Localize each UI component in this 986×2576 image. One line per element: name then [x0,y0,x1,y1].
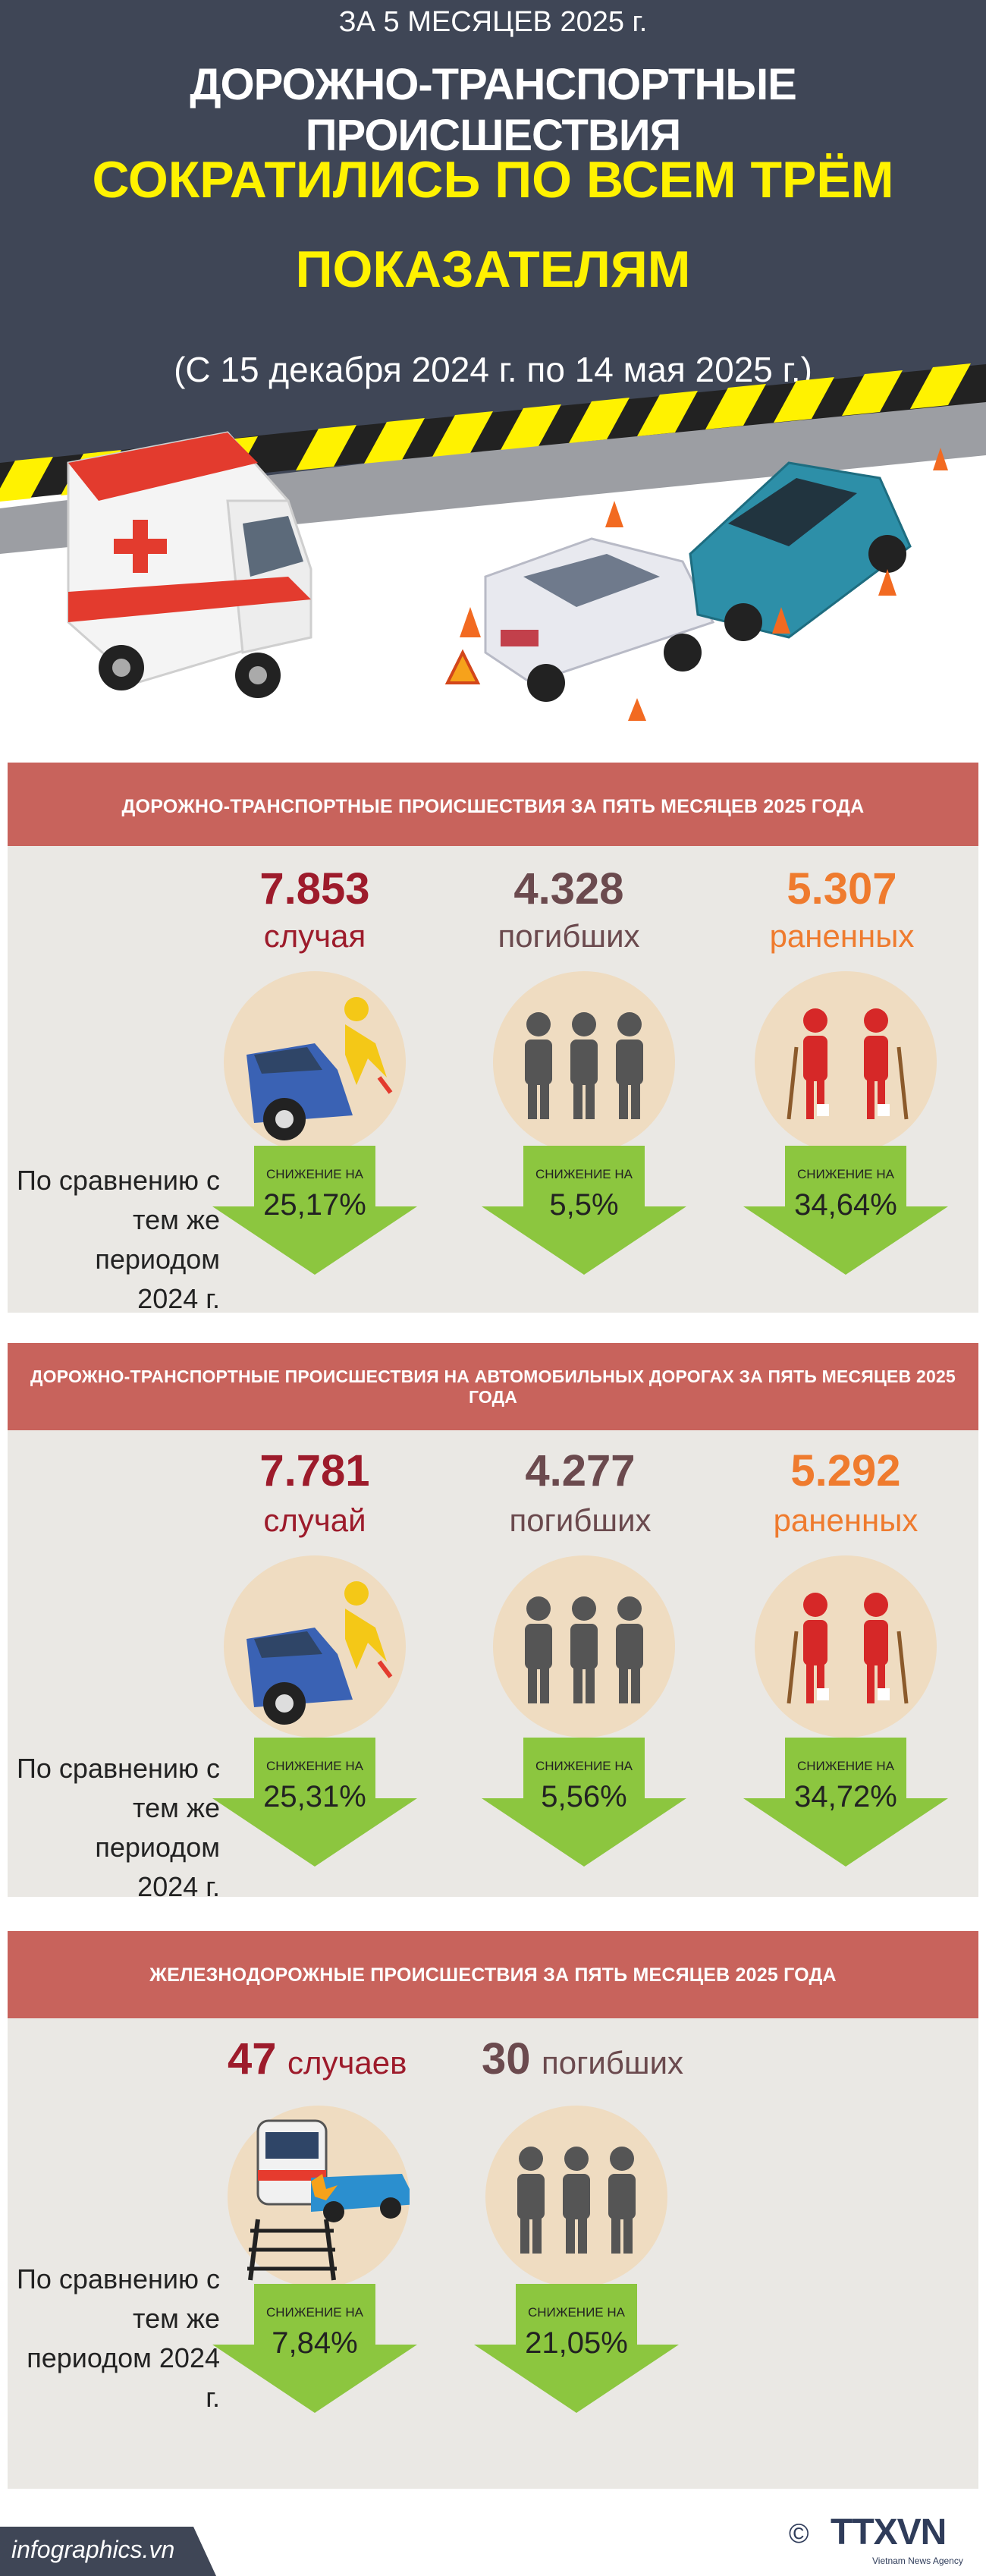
train-car-collision-icon [228,2106,417,2288]
white-car-icon [484,537,715,702]
decrease-label: СНИЖЕНИЕ НА [266,1167,363,1181]
ttxvn-logo-subtitle: Vietnam News Agency [872,2556,963,2566]
stat-injured-value: 5.307 [787,864,897,914]
stat-cases-label: случаев [287,2045,407,2081]
ttxvn-logo: TTXVN [831,2512,947,2552]
stat-cases-value: 47 [228,2034,277,2084]
people-icon [493,1555,675,1738]
section-3-panel [8,2018,978,2489]
stat-cases-label: случая [263,918,366,954]
decrease-arrow [212,1146,417,1275]
stat-cases-value: 7.853 [259,864,370,914]
ambulance-icon [67,431,312,698]
compare-note: По сравнению с тем же периодом 2024 г. [17,1753,220,1902]
copyright-symbol: © [789,2518,809,2549]
stat-deaths-value: 4.328 [513,864,624,914]
decrease-value: 25,31% [263,1780,366,1813]
traffic-cone-icons [460,448,948,721]
stat-deaths-value: 30 [482,2034,531,2084]
decrease-value: 7,84% [272,2326,358,2360]
decrease-arrow [212,1738,417,1867]
stat-deaths-label: погибших [498,918,640,954]
decrease-value: 25,17% [263,1188,366,1222]
decrease-arrow [743,1146,948,1275]
compare-note: По сравнению с тем же периодом 2024 г. [17,2263,220,2413]
date-range: (С 15 декабря 2024 г. по 14 мая 2025 г.) [174,350,812,389]
stat-rail-deaths: 30 погибших [482,2033,724,2084]
section-1-title: ДОРОЖНО-ТРАНСПОРТНЫЕ ПРОИСШЕСТВИЯ ЗА ПЯТ… [8,763,978,851]
stat-rail-cases: 47 случаев [228,2033,455,2084]
car-pedestrian-icon [224,971,406,1153]
period-label: ЗА 5 МЕСЯЦЕВ 2025 г. [338,6,648,38]
decrease-value: 34,64% [794,1188,897,1222]
decrease-value: 5,5% [549,1188,619,1222]
stat-injured-value: 5.292 [790,1446,901,1496]
section-2-title: ДОРОЖНО-ТРАНСПОРТНЫЕ ПРОИСШЕСТВИЯ НА АВТ… [8,1343,978,1431]
stat-deaths-label: погибших [541,2045,684,2081]
decrease-value: 5,56% [541,1780,627,1813]
stat-deaths-label: погибших [509,1502,652,1538]
decrease-arrow [482,1146,686,1275]
decrease-label: СНИЖЕНИЕ НА [535,1167,633,1181]
decrease-arrow [482,1738,686,1867]
decrease-label: СНИЖЕНИЕ НА [266,2305,363,2320]
decrease-label: СНИЖЕНИЕ НА [797,1759,894,1773]
footer-band [0,2527,216,2576]
decrease-label: СНИЖЕНИЕ НА [535,1759,633,1773]
stat-injured-label: раненных [769,918,915,954]
decrease-label: СНИЖЕНИЕ НА [797,1167,894,1181]
people-icon [493,971,675,1153]
decrease-value: 34,72% [794,1780,897,1813]
car-pedestrian-icon [224,1555,406,1738]
title-line-3: ПОКАЗАТЕЛЯМ [295,241,691,298]
stat-deaths-value: 4.277 [525,1446,636,1496]
compare-note: По сравнению с тем же периодом 2024 г. [17,1165,220,1314]
decrease-label: СНИЖЕНИЕ НА [528,2305,625,2320]
title-line-2: СОКРАТИЛИСЬ ПО ВСЕМ ТРЁМ [92,151,894,209]
footer-site[interactable]: infographics.vn [11,2536,175,2563]
stat-cases-value: 7.781 [259,1446,370,1496]
title-line-1: ДОРОЖНО-ТРАНСПОРТНЫЕ ПРОИСШЕСТВИЯ [190,60,797,160]
decrease-label: СНИЖЕНИЕ НА [266,1759,363,1773]
decrease-value: 21,05% [525,2326,628,2360]
injured-people-icon [755,971,937,1153]
stat-cases-label: случай [263,1502,366,1538]
accident-scene-illustration [0,363,986,759]
stat-injured-label: раненных [773,1502,918,1538]
decrease-arrow [212,2284,417,2413]
injured-people-icon [755,1555,937,1738]
people-icon [485,2106,667,2288]
warning-triangle-icon [444,649,481,684]
blue-car-icon [689,461,912,641]
decrease-arrow [743,1738,948,1867]
decrease-arrow [474,2284,679,2413]
section-3-title: ЖЕЛЕЗНОДОРОЖНЫЕ ПРОИСШЕСТВИЯ ЗА ПЯТЬ МЕС… [8,1931,978,2019]
